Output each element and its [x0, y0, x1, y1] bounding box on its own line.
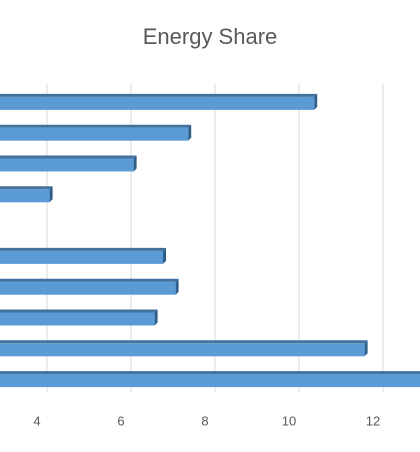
- bar: [0, 247, 166, 264]
- bar-face: [0, 124, 192, 128]
- bar: [0, 340, 368, 357]
- bar-face: [0, 127, 189, 141]
- bar-face: [0, 309, 158, 313]
- bar-face: [0, 340, 368, 344]
- bar-face: [175, 278, 179, 295]
- bar: [0, 124, 192, 141]
- bar: [0, 155, 137, 172]
- bar-face: [0, 371, 420, 375]
- bar-face: [0, 312, 155, 326]
- bar-face: [154, 309, 158, 326]
- bar-face: [0, 250, 163, 264]
- bar-face: [49, 186, 53, 203]
- bar-face: [0, 278, 179, 282]
- chart-title: Energy Share: [143, 24, 278, 49]
- bar-face: [0, 155, 137, 159]
- bar: [0, 186, 53, 203]
- bar-face: [0, 93, 318, 97]
- bar-face: [0, 374, 420, 388]
- bar: [0, 278, 179, 295]
- bar-face: [364, 340, 368, 357]
- bar-face: [133, 155, 137, 172]
- bar: [0, 309, 158, 326]
- x-tick-label: 8: [201, 413, 208, 428]
- x-tick-label: 6: [117, 413, 124, 428]
- bar: [0, 93, 318, 110]
- bar: [0, 371, 420, 388]
- bar-face: [0, 343, 365, 357]
- bar-face: [0, 189, 50, 203]
- bar-face: [188, 124, 192, 141]
- bar-face: [163, 247, 166, 264]
- bar-face: [0, 247, 166, 251]
- x-tick-label: 4: [33, 413, 40, 428]
- bar-face: [0, 96, 315, 110]
- bar-face: [0, 186, 53, 190]
- bar-face: [314, 93, 318, 110]
- bar-face: [0, 158, 134, 172]
- x-tick-label: 12: [366, 413, 380, 428]
- x-tick-label: 10: [282, 413, 296, 428]
- bar-face: [0, 281, 176, 295]
